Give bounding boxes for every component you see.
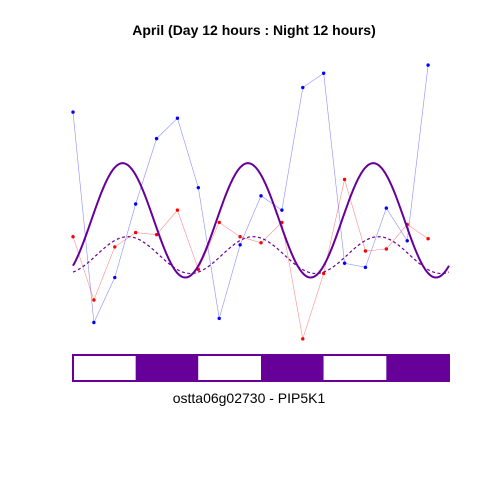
data-point-blue — [342, 261, 347, 265]
data-point-blue — [321, 71, 326, 75]
bar-segment-day — [198, 355, 261, 381]
data-point-red — [342, 177, 347, 182]
data-point-blue — [133, 202, 138, 206]
plot-area — [71, 63, 450, 341]
bar-segment-night — [135, 355, 199, 381]
data-point-red — [154, 232, 159, 237]
data-point-blue — [217, 316, 221, 321]
data-point-blue — [196, 185, 201, 190]
data-point-blue — [113, 275, 117, 280]
data-point-blue — [405, 239, 409, 243]
bar-segment-night — [386, 355, 449, 381]
fit-curve-dashed — [72, 236, 450, 275]
data-point-red — [217, 220, 221, 225]
data-point-red — [92, 298, 96, 302]
data-point-red — [363, 249, 368, 253]
data-point-blue — [363, 265, 368, 270]
data-point-blue — [301, 85, 305, 90]
bar-segment-day — [73, 355, 136, 381]
data-point-blue — [280, 208, 284, 212]
data-point-blue — [259, 194, 263, 198]
data-point-red — [175, 208, 180, 212]
chart-title: April (Day 12 hours : Night 12 hours) — [132, 22, 375, 38]
data-point-red — [301, 337, 305, 341]
bar-segment-night — [261, 355, 324, 381]
gene-caption: ostta06g02730 - PIP5K1 — [173, 390, 326, 406]
series-line-red — [72, 179, 429, 339]
series-line-blue — [72, 65, 429, 324]
data-point-red — [71, 234, 75, 239]
data-point-blue — [426, 63, 430, 67]
data-point-blue — [384, 206, 389, 210]
data-point-blue — [71, 110, 75, 114]
data-point-blue — [175, 116, 180, 120]
data-point-red — [426, 237, 430, 241]
data-point-red — [384, 247, 389, 251]
bar-border — [72, 354, 450, 382]
data-point-red — [238, 234, 242, 239]
fit-curve-solid — [72, 162, 450, 279]
light-dark-bar — [72, 354, 450, 382]
data-point-red — [321, 271, 326, 276]
data-point-blue — [92, 320, 96, 325]
data-point-blue — [238, 243, 242, 247]
data-point-red — [113, 245, 117, 249]
bar-segment-day — [323, 355, 387, 381]
data-point-blue — [154, 136, 159, 141]
data-point-red — [259, 241, 263, 245]
data-point-red — [133, 230, 138, 235]
